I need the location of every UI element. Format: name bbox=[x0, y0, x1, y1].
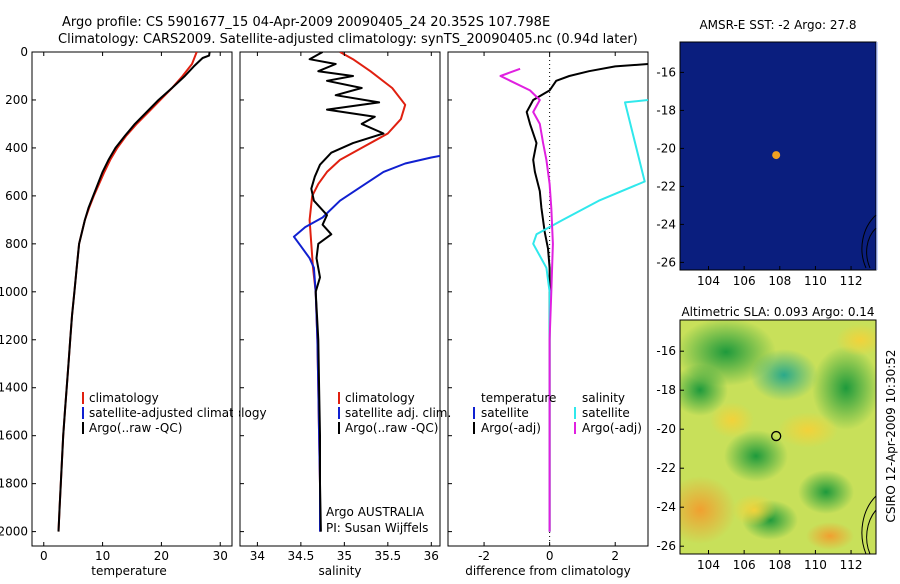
legend-label: satellite-adjusted climatology bbox=[89, 406, 267, 420]
x-tick-label: 2 bbox=[611, 549, 619, 563]
y-tick-label: 800 bbox=[5, 237, 28, 251]
map-y-tick-label: -18 bbox=[656, 383, 676, 397]
legend-label: Argo(..raw -QC) bbox=[89, 421, 182, 435]
map-x-tick-label: 108 bbox=[768, 558, 791, 572]
map-y-tick-label: -24 bbox=[656, 217, 676, 231]
map-y-tick-label: -20 bbox=[656, 141, 676, 155]
y-tick-label: 600 bbox=[5, 189, 28, 203]
map-y-tick-label: -16 bbox=[656, 65, 676, 79]
series-line-climatology bbox=[308, 52, 407, 532]
sla-map-field bbox=[680, 320, 876, 554]
x-tick-label: 0 bbox=[40, 549, 48, 563]
series-line-climatology bbox=[57, 52, 198, 532]
temperature-legend: climatology satellite-adjusted climatolo… bbox=[82, 391, 267, 435]
y-tick-label: 1200 bbox=[0, 333, 28, 347]
map-y-tick-label: -16 bbox=[656, 344, 676, 358]
map-x-tick-label: 104 bbox=[697, 558, 720, 572]
sst-coastline bbox=[866, 227, 877, 269]
y-tick-label: 1400 bbox=[0, 381, 28, 395]
legend-label: satellite bbox=[481, 406, 529, 420]
x-tick-label: 35 bbox=[337, 549, 352, 563]
map-x-tick-label: 112 bbox=[840, 274, 863, 288]
salinity-panel-frame bbox=[239, 51, 441, 547]
x-tick-label: 36 bbox=[424, 549, 439, 563]
salinity-legend: climatology satellite adj. clim. Argo(..… bbox=[338, 391, 451, 435]
map-y-tick-label: -26 bbox=[656, 539, 676, 553]
pi-annotation: PI: Susan Wijffels bbox=[326, 521, 428, 535]
y-tick-label: 400 bbox=[5, 141, 28, 155]
sla-map-title: Altimetric SLA: 0.093 Argo: 0.14 bbox=[681, 305, 874, 319]
legend-label: Argo(-adj) bbox=[582, 421, 642, 435]
x-tick-label: 10 bbox=[95, 549, 110, 563]
sst-float-marker bbox=[772, 151, 781, 160]
legend-label: Argo(-adj) bbox=[481, 421, 541, 435]
salinity-axis-label: salinity bbox=[318, 564, 361, 578]
map-x-tick-label: 112 bbox=[840, 558, 863, 572]
series-line-satellite-adj-clim- bbox=[292, 154, 440, 532]
sla-coastline bbox=[866, 509, 877, 555]
map-x-tick-label: 106 bbox=[733, 274, 756, 288]
figure-title-line1: Argo profile: CS 5901677_15 04-Apr-2009 … bbox=[62, 15, 550, 30]
series-line-salinity-argo-adj- bbox=[499, 67, 554, 532]
legend-label: climatology bbox=[89, 391, 159, 405]
x-tick-label: 35.5 bbox=[374, 549, 401, 563]
panel-gap bbox=[233, 390, 239, 440]
sla-map-frame bbox=[679, 319, 877, 555]
x-tick-label: 20 bbox=[154, 549, 169, 563]
map-y-tick-label: -22 bbox=[656, 461, 676, 475]
legend-header-temperature: temperature bbox=[481, 391, 556, 405]
legend-header-salinity: salinity bbox=[582, 391, 625, 405]
float-source-annotation: Argo AUSTRALIA bbox=[326, 505, 425, 519]
x-tick-label: 0 bbox=[546, 549, 554, 563]
sst-coastline bbox=[861, 214, 877, 269]
y-tick-label: 1000 bbox=[0, 285, 28, 299]
difference-axis-label: difference from climatology bbox=[465, 564, 631, 578]
legend-label: satellite bbox=[582, 406, 630, 420]
map-x-tick-label: 104 bbox=[697, 274, 720, 288]
difference-panel-frame bbox=[447, 51, 649, 547]
sla-coastline bbox=[861, 495, 877, 555]
temperature-panel-frame bbox=[31, 51, 233, 547]
map-y-tick-label: -24 bbox=[656, 500, 676, 514]
x-tick-label: 30 bbox=[213, 549, 228, 563]
x-tick-label: -2 bbox=[478, 549, 490, 563]
side-label: CSIRO 12-Apr-2009 10:30:52 bbox=[884, 349, 898, 522]
map-x-tick-label: 110 bbox=[804, 274, 827, 288]
legend-label: Argo(..raw -QC) bbox=[345, 421, 438, 435]
map-x-tick-label: 108 bbox=[768, 274, 791, 288]
series-line-temperature-argo-adj- bbox=[525, 63, 648, 532]
map-y-tick-label: -22 bbox=[656, 179, 676, 193]
map-y-tick-label: -18 bbox=[656, 103, 676, 117]
y-tick-label: 2000 bbox=[0, 525, 28, 539]
map-y-tick-label: -26 bbox=[656, 255, 676, 269]
x-tick-label: 34.5 bbox=[288, 549, 315, 563]
series-line-argo-raw-qc- bbox=[57, 52, 211, 532]
difference-legend: temperature satellite Argo(-adj) salinit… bbox=[473, 391, 642, 435]
map-x-tick-label: 106 bbox=[733, 558, 756, 572]
y-tick-label: 1600 bbox=[0, 429, 28, 443]
temperature-axis-label: temperature bbox=[91, 564, 166, 578]
map-y-tick-label: -20 bbox=[656, 422, 676, 436]
legend-label: climatology bbox=[345, 391, 415, 405]
figure-title-line2: Climatology: CARS2009. Satellite-adjuste… bbox=[58, 32, 638, 47]
y-tick-label: 0 bbox=[20, 45, 28, 59]
x-tick-label: 34 bbox=[250, 549, 265, 563]
legend-label: satellite adj. clim. bbox=[345, 406, 451, 420]
y-tick-label: 200 bbox=[5, 93, 28, 107]
map-x-tick-label: 110 bbox=[804, 558, 827, 572]
sst-map-title: AMSR-E SST: -2 Argo: 27.8 bbox=[699, 18, 856, 32]
sla-float-marker bbox=[771, 430, 782, 442]
series-line-argo-raw-qc- bbox=[308, 52, 385, 532]
y-tick-label: 1800 bbox=[0, 477, 28, 491]
